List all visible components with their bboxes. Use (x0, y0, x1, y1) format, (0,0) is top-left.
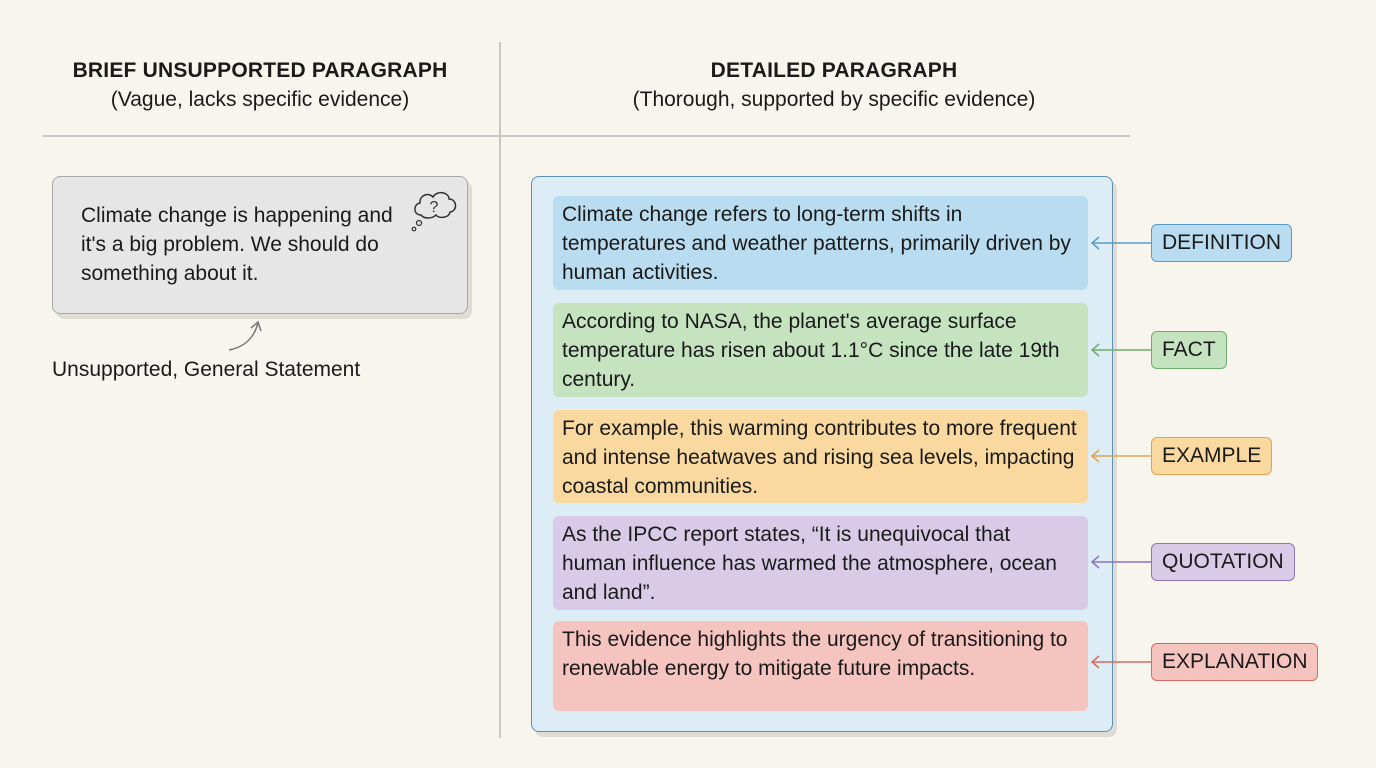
left-subtitle: (Vague, lacks specific evidence) (110, 88, 410, 111)
left-title: BRIEF UNSUPPORTED PARAGRAPH (72, 59, 448, 82)
right-subtitle: (Thorough, supported by specific evidenc… (632, 88, 1036, 111)
caption-unsupported: Unsupported, General Statement (52, 358, 361, 381)
fact-block: According to NASA, the planet's average … (553, 303, 1088, 397)
thought-bubble-question-icon: ? (411, 191, 457, 232)
right-header: DETAILED PARAGRAPH (Thorough, supported … (534, 56, 1134, 114)
quotation-label: QUOTATION (1151, 543, 1295, 581)
brief-paragraph-box: Climate change is happening and it's a b… (52, 176, 468, 314)
right-title: DETAILED PARAGRAPH (710, 59, 958, 82)
vertical-divider (499, 42, 501, 738)
svg-text:?: ? (430, 199, 439, 216)
fact-label: FACT (1151, 331, 1227, 369)
explanation-block: This evidence highlights the urgency of … (553, 621, 1088, 711)
brief-paragraph-text: Climate change is happening and it's a b… (81, 204, 393, 285)
left-header: BRIEF UNSUPPORTED PARAGRAPH (Vague, lack… (40, 56, 480, 114)
quotation-block: As the IPCC report states, “It is unequi… (553, 516, 1088, 610)
horizontal-divider (43, 135, 1130, 137)
definition-label: DEFINITION (1151, 224, 1292, 262)
explanation-label: EXPLANATION (1151, 643, 1319, 681)
example-label: EXAMPLE (1151, 437, 1273, 475)
caption-arrow (228, 320, 262, 351)
definition-block: Climate change refers to long-term shift… (553, 196, 1088, 290)
example-block: For example, this warming contributes to… (553, 410, 1088, 503)
